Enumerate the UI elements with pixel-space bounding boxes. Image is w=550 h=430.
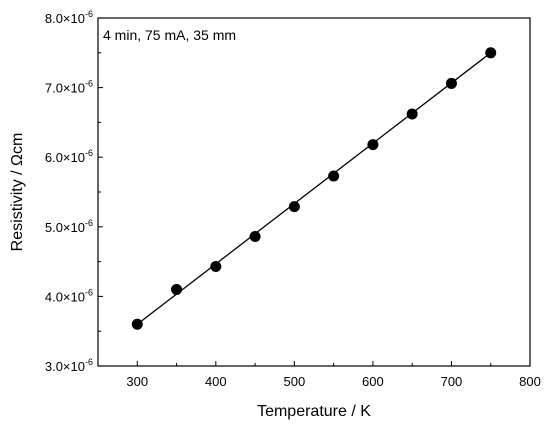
fit-line (136, 52, 492, 325)
fit-layer (136, 52, 492, 325)
data-point (367, 139, 379, 151)
plot-frame (97, 17, 531, 367)
data-point (406, 108, 418, 120)
x-tick-label: 700 (441, 374, 463, 389)
y-tick-label: 5.0×10-6 (45, 218, 93, 235)
x-axis-title: Temperature / K (257, 403, 371, 420)
y-tick-label: 8.0×10-6 (45, 9, 93, 26)
points-layer (131, 47, 497, 330)
x-tick-label: 300 (126, 374, 148, 389)
data-point (210, 260, 222, 272)
data-point (171, 283, 183, 295)
data-point (485, 47, 497, 59)
data-point (249, 231, 261, 243)
y-tick-label: 7.0×10-6 (45, 79, 93, 96)
x-tick-label: 400 (205, 374, 227, 389)
data-point (131, 318, 143, 330)
chart-annotation: 4 min, 75 mA, 35 mm (103, 27, 236, 43)
x-tick-label: 800 (519, 374, 541, 389)
data-point (328, 170, 340, 182)
x-tick-label: 600 (362, 374, 384, 389)
y-tick-label: 4.0×10-6 (45, 287, 93, 304)
x-tick-label: 500 (284, 374, 306, 389)
data-point (445, 77, 457, 89)
y-tick-label: 3.0×10-6 (45, 357, 93, 374)
y-tick-label: 6.0×10-6 (45, 148, 93, 165)
ticks-layer: 300 400 500 600 700 800 3.0×10-6 4.0×10-6 5.0×10… (45, 9, 541, 389)
data-point (288, 201, 300, 213)
y-axis-title: Resistivity / Ωcm (9, 133, 26, 252)
